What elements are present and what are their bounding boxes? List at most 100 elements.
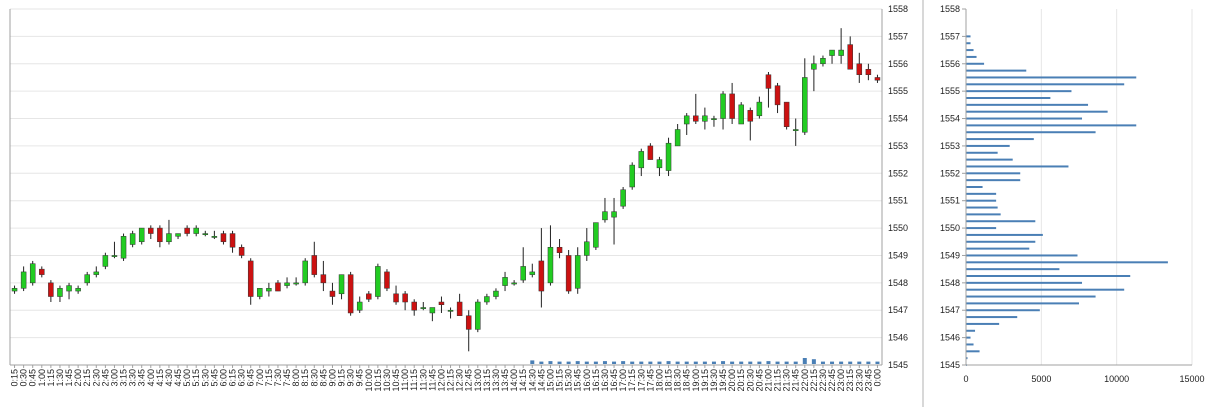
volume-bar [766, 361, 771, 364]
time-tick-label: 23:45 [863, 369, 873, 392]
volume-bar [848, 361, 853, 364]
time-tick-label: 7:30 [273, 369, 283, 387]
candle-body [293, 282, 299, 285]
candle-body [75, 288, 81, 292]
time-tick-label: 22:30 [818, 369, 828, 392]
volume-bar [711, 361, 716, 364]
candle-body [402, 293, 408, 303]
candle-body [48, 282, 54, 297]
candle-body [193, 227, 199, 234]
profile-bar [966, 220, 1036, 223]
volume-bar [839, 361, 844, 364]
time-tick-label: 6:15 [228, 369, 238, 387]
candle-body [302, 260, 308, 284]
price-grid [10, 8, 882, 366]
time-tick-label: 17:00 [618, 369, 628, 392]
time-tick-label: 2:30 [91, 369, 101, 387]
candle-body [166, 233, 172, 243]
time-tick-label: 9:00 [327, 369, 337, 387]
profile-x-tick-label: 10000 [1104, 374, 1129, 384]
candle-body [820, 58, 826, 65]
candle-body [729, 93, 735, 119]
candle-body [275, 282, 281, 292]
candle-body [220, 233, 227, 243]
time-tick-label: 9:30 [346, 369, 356, 387]
volume-bar [584, 361, 589, 364]
candle-body [57, 288, 63, 297]
time-tick-label: 9:45 [355, 369, 365, 387]
time-tick-label: 15:30 [564, 369, 574, 392]
candle-body [39, 268, 45, 275]
candle-body [157, 227, 163, 243]
candle-body [502, 277, 508, 286]
time-tick-label: 23:15 [845, 369, 855, 392]
time-tick-label: 0:30 [19, 369, 29, 387]
time-tick-label: 1:00 [37, 369, 47, 387]
price-y-ticks: 1545 1546 1547 1548 1549 1550 1551 1552 1553 1554… [888, 4, 908, 370]
price-tick-label: 1551 [888, 196, 908, 206]
time-tick-label: 22:00 [800, 369, 810, 392]
time-tick-label: 14:30 [527, 369, 537, 392]
candle-body [829, 49, 835, 56]
volume-bar [621, 361, 626, 364]
profile-x-tick-label: 15000 [1179, 374, 1204, 384]
time-tick-label: 5:30 [200, 369, 210, 387]
candle-body [765, 74, 772, 89]
profile-bar [966, 343, 974, 346]
profile-y-ticks: 1545 1546 1547 1548 1549 1550 1551 1552 1553 1554… [940, 4, 966, 370]
time-tick-label: 13:45 [500, 369, 510, 392]
candle-body [438, 301, 445, 306]
candle-body [456, 301, 463, 316]
volume-bar [757, 361, 762, 364]
profile-bar [966, 186, 983, 188]
volume-bar [702, 361, 707, 364]
time-tick-label: 7:00 [255, 369, 265, 387]
profile-bar [966, 247, 1030, 250]
volume-bar [784, 361, 789, 364]
candle-body [593, 222, 599, 248]
profile-bar [966, 213, 1001, 216]
profile-x-ticks: 0 5000 10000 15000 [963, 374, 1204, 384]
time-tick-label: 1:45 [64, 369, 74, 387]
time-tick-label: 16:30 [600, 369, 610, 392]
profile-bar [966, 158, 1013, 161]
profile-bar [966, 138, 1034, 141]
time-tick-label: 17:15 [627, 369, 637, 392]
time-tick-label: 12:30 [455, 369, 465, 392]
time-tick-label: 16:00 [582, 369, 592, 392]
time-tick-label: 18:30 [673, 369, 683, 392]
candle-body [702, 115, 708, 122]
profile-y-tick-label: 1558 [940, 4, 960, 14]
candle-body [211, 236, 218, 238]
volume-bar [684, 361, 689, 364]
time-tick-label: 8:30 [309, 369, 319, 387]
time-tick-label: 4:00 [146, 369, 156, 387]
time-tick-label: 20:30 [745, 369, 755, 392]
time-tick-label: 4:30 [164, 369, 174, 387]
profile-bar [966, 227, 997, 230]
price-axes [9, 9, 883, 366]
time-tick-label: 17:30 [636, 369, 646, 392]
price-tick-label: 1556 [888, 59, 908, 69]
volume-bar [730, 361, 735, 364]
volume-bar [539, 361, 544, 364]
profile-bar [966, 295, 1096, 298]
profile-bar [966, 240, 1036, 243]
profile-y-tick-label: 1549 [940, 250, 960, 260]
candle-body [229, 233, 236, 248]
volume-bar [657, 361, 662, 364]
volume-bar [675, 361, 680, 364]
profile-bar [966, 268, 1060, 271]
price-tick-label: 1548 [888, 278, 908, 288]
time-tick-label: 18:15 [664, 369, 674, 392]
candle-body [138, 227, 145, 243]
time-tick-label: 3:15 [119, 369, 129, 387]
time-tick-label: 0:45 [28, 369, 38, 387]
candle-body [520, 266, 526, 281]
profile-bar [966, 302, 1079, 305]
time-tick-label: 15:45 [573, 369, 583, 392]
time-tick-label: 3:45 [137, 369, 147, 387]
